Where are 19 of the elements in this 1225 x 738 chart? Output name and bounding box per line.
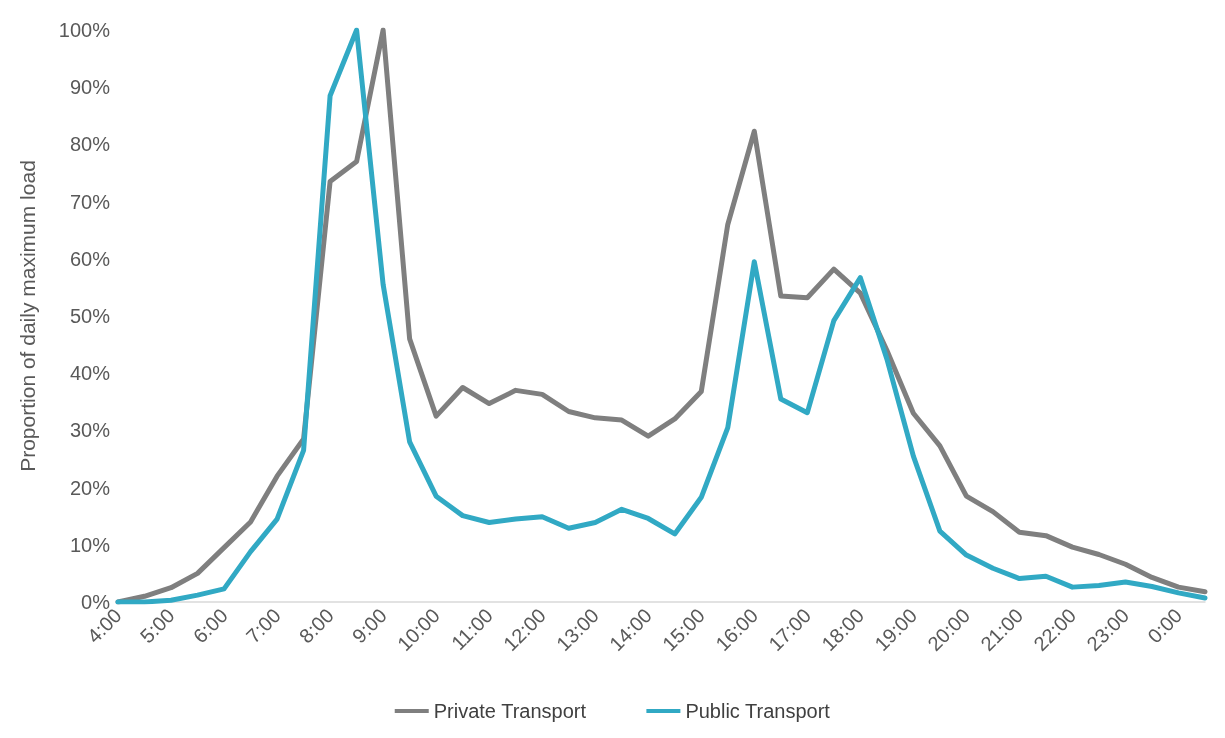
y-tick-label: 70% — [69, 190, 111, 213]
x-tick-label: 9:00 — [347, 604, 391, 648]
y-tick-label: 40% — [69, 362, 111, 385]
y-tick-label: 60% — [69, 247, 111, 270]
y-tick-label: 50% — [69, 305, 111, 327]
y-axis-title: Proportion of daily maximum load — [16, 160, 39, 472]
y-tick-label: 20% — [69, 476, 111, 499]
x-tick-label: 7:00 — [241, 604, 285, 648]
y-tick-label: 30% — [69, 419, 111, 442]
x-tick-label: 5:00 — [135, 604, 179, 648]
legend-label: Private Transport — [433, 700, 587, 722]
x-tick-label: 6:00 — [188, 604, 232, 648]
y-tick-label: 90% — [69, 76, 111, 99]
legend-label: Public Transport — [685, 700, 831, 722]
x-tick-label: 8:00 — [294, 604, 338, 648]
y-tick-label: 80% — [69, 133, 111, 156]
y-tick-label: 10% — [69, 533, 111, 556]
y-tick-label: 100% — [58, 19, 111, 41]
x-tick-label: 0:00 — [1143, 604, 1187, 648]
